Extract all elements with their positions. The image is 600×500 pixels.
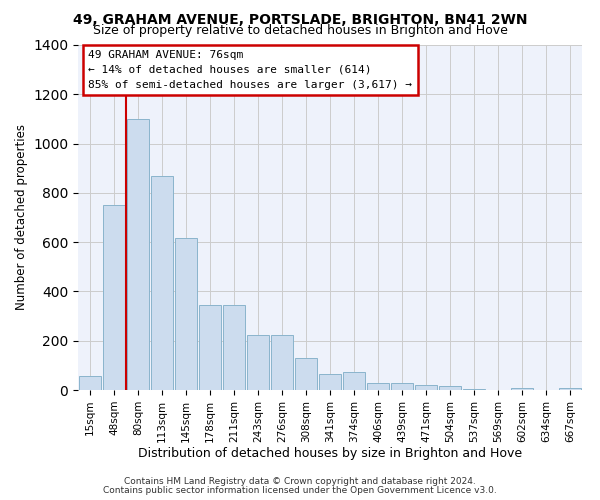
Bar bbox=[295, 358, 317, 390]
Bar bbox=[319, 374, 341, 390]
Bar bbox=[223, 305, 245, 390]
Bar bbox=[199, 305, 221, 390]
Bar bbox=[343, 372, 365, 390]
Text: 49 GRAHAM AVENUE: 76sqm
← 14% of detached houses are smaller (614)
85% of semi-d: 49 GRAHAM AVENUE: 76sqm ← 14% of detache… bbox=[88, 50, 412, 90]
Text: Contains HM Land Registry data © Crown copyright and database right 2024.: Contains HM Land Registry data © Crown c… bbox=[124, 477, 476, 486]
Bar bbox=[391, 382, 413, 390]
Bar bbox=[511, 388, 533, 390]
Text: 49, GRAHAM AVENUE, PORTSLADE, BRIGHTON, BN41 2WN: 49, GRAHAM AVENUE, PORTSLADE, BRIGHTON, … bbox=[73, 12, 527, 26]
X-axis label: Distribution of detached houses by size in Brighton and Hove: Distribution of detached houses by size … bbox=[138, 448, 522, 460]
Bar bbox=[367, 382, 389, 390]
Y-axis label: Number of detached properties: Number of detached properties bbox=[14, 124, 28, 310]
Bar bbox=[175, 238, 197, 390]
Bar bbox=[463, 389, 485, 390]
Bar bbox=[127, 119, 149, 390]
Bar bbox=[439, 386, 461, 390]
Bar bbox=[103, 205, 125, 390]
Bar bbox=[415, 385, 437, 390]
Text: Size of property relative to detached houses in Brighton and Hove: Size of property relative to detached ho… bbox=[92, 24, 508, 37]
Bar bbox=[151, 176, 173, 390]
Bar bbox=[559, 388, 581, 390]
Text: Contains public sector information licensed under the Open Government Licence v3: Contains public sector information licen… bbox=[103, 486, 497, 495]
Bar bbox=[247, 334, 269, 390]
Bar bbox=[271, 334, 293, 390]
Bar bbox=[79, 376, 101, 390]
